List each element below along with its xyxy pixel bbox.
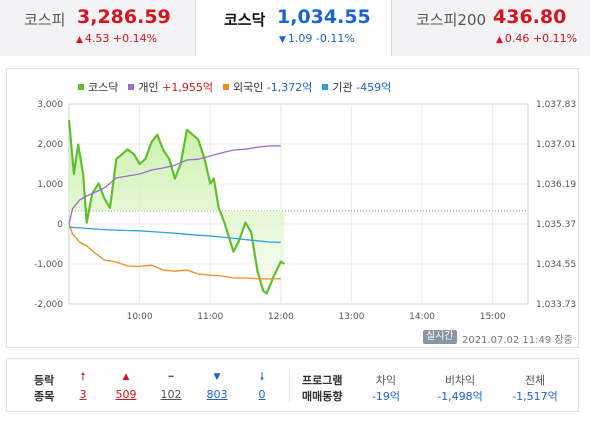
legend-swatch-individual (128, 84, 135, 90)
y-left-tick-label: 3,000 (37, 100, 63, 110)
legend-item-foreign[interactable]: 외국인 -1,372억 (222, 79, 313, 95)
legend-swatch-kosdaq (78, 84, 84, 90)
program-head-arbitrage: 차익 (375, 374, 397, 387)
chart-legend: 코스닥 개인 +1,955억 외국인 -1,372억 기관 -459억 (78, 79, 391, 95)
timestamp: 2021.07.02 11:49 장중 (462, 335, 573, 346)
y-left-tick-label: 1,000 (37, 180, 63, 190)
legend-label-foreign: 외국인 (232, 81, 264, 94)
realtime-badge[interactable]: 실시간 (423, 330, 457, 344)
intraday-chart: 3,000 2,000 1,000 0 -1,000 -2,000 1,037.83 1,03… (34, 100, 576, 322)
tab-kosdaq-name: 코스닥 (224, 11, 266, 29)
breadth-limit-up[interactable]: 🠕 3 (68, 370, 98, 401)
tab-kosdaq-value: 1,034.55 (277, 6, 371, 28)
breadth-label-top: 등락 (34, 374, 55, 387)
breadth-rise[interactable]: ▲ 509 (111, 370, 141, 401)
breadth-rise-count[interactable]: 509 (115, 388, 137, 401)
tab-kospi-change-text: 4.53 +0.14% (84, 32, 158, 45)
legend-swatch-foreign (222, 84, 229, 90)
tab-kospi-change: ▲ 4.53 +0.14% (76, 32, 157, 45)
legend-value-institution: -459억 (356, 81, 392, 94)
y-right-tick-label: 1,037.01 (536, 140, 576, 150)
legend-value-individual: +1,955억 (162, 81, 213, 94)
y-right-tick-label: 1,037.83 (536, 100, 576, 110)
down-arrow-icon: ▼ (279, 35, 286, 45)
breadth-label-bottom: 종목 (34, 390, 55, 403)
x-tick-label: 11:00 (197, 312, 223, 322)
program-value-total: -1,517억 (512, 390, 558, 403)
legend-item-individual[interactable]: 개인 +1,955억 (128, 79, 213, 95)
series-line-f08d1e (68, 223, 281, 280)
x-tick-label: 15:00 (480, 312, 506, 322)
legend-label-kosdaq: 코스닥 (88, 81, 119, 94)
program-value-non-arbitrage: -1,498억 (437, 390, 483, 403)
series-line-5dc12b (67, 120, 286, 295)
tab-kospi200-value: 436.80 (493, 6, 567, 28)
y-right-tick-label: 1,035.37 (536, 220, 576, 230)
tab-kospi[interactable]: 코스피 3,286.59 ▲ 4.53 +0.14% (0, 0, 196, 56)
market-breadth-panel (6, 358, 579, 412)
tab-kosdaq-change: ▼ 1.09 -0.11% (279, 32, 355, 45)
breadth-limit-up-count[interactable]: 3 (79, 388, 87, 401)
index-tabs: 코스피 3,286.59 ▲ 4.53 +0.14% 코스닥 1,034.55 ▼… (0, 0, 590, 56)
program-head-total: 전체 (524, 374, 546, 387)
up-arrow-icon: ▲ (496, 35, 503, 45)
limit-up-icon: 🠕 (80, 370, 86, 383)
breadth-limit-down-count[interactable]: 0 (258, 388, 266, 401)
y-right-tick-label: 1,036.19 (536, 180, 576, 190)
flat-icon: ━ (168, 372, 174, 381)
series-area-5dc12b (69, 120, 285, 294)
y-left-tick-label: -1,000 (34, 260, 63, 270)
legend-item-kosdaq[interactable]: 코스닥 (78, 79, 118, 95)
rise-icon: ▲ (122, 372, 130, 382)
y-right-tick-label: 1,033.73 (536, 300, 576, 310)
legend-item-institution[interactable]: 기관 -459억 (322, 79, 391, 95)
tab-kospi200-change-text: 0.46 +0.11% (504, 32, 578, 45)
x-tick-label: 13:00 (338, 312, 364, 322)
x-tick-label: 12:00 (268, 312, 294, 322)
legend-label-individual: 개인 (138, 81, 159, 94)
y-left-tick-label: 0 (57, 220, 63, 230)
series-line-2e9fe0 (68, 226, 281, 244)
x-tick-label: 14:00 (409, 312, 435, 322)
tab-kospi-name: 코스피 (24, 11, 66, 29)
tab-kospi-value: 3,286.59 (77, 6, 171, 28)
series-line-9b6ccd (68, 145, 281, 225)
y-left-tick-label: 2,000 (37, 140, 63, 150)
limit-down-icon: 🠗 (259, 370, 265, 383)
legend-value-foreign: -1,372억 (266, 81, 313, 94)
tab-kospi200[interactable]: 코스피200 436.80 ▲ 0.46 +0.11% (392, 0, 590, 56)
tab-kospi200-change: ▲ 0.46 +0.11% (496, 32, 577, 45)
y-right-tick-label: 1,034.55 (536, 260, 576, 270)
y-left-tick-label: -2,000 (34, 300, 63, 310)
breadth-flat[interactable]: ━ 102 (156, 370, 186, 401)
breadth-fall-count[interactable]: 803 (206, 388, 228, 401)
tab-kosdaq-change-text: 1.09 -0.11% (287, 32, 355, 45)
x-tick-label: 10:00 (127, 312, 153, 322)
program-value-arbitrage: -19억 (371, 390, 401, 403)
program-label-top: 프로그램 (302, 374, 343, 387)
up-arrow-icon: ▲ (76, 35, 83, 45)
fall-icon: ▼ (213, 372, 221, 382)
divider (289, 370, 290, 402)
tab-kosdaq[interactable]: 코스닥 1,034.55 ▼ 1.09 -0.11% (196, 0, 392, 56)
program-label-bottom: 매매동향 (302, 390, 343, 403)
program-head-non-arbitrage: 비차익 (444, 374, 476, 387)
breadth-fall[interactable]: ▼ 803 (202, 370, 232, 401)
breadth-flat-count[interactable]: 102 (160, 388, 182, 401)
legend-swatch-institution (322, 84, 329, 90)
legend-label-institution: 기관 (332, 81, 353, 94)
tab-kospi200-name: 코스피200 (416, 11, 487, 29)
breadth-limit-down[interactable]: 🠗 0 (247, 370, 277, 401)
